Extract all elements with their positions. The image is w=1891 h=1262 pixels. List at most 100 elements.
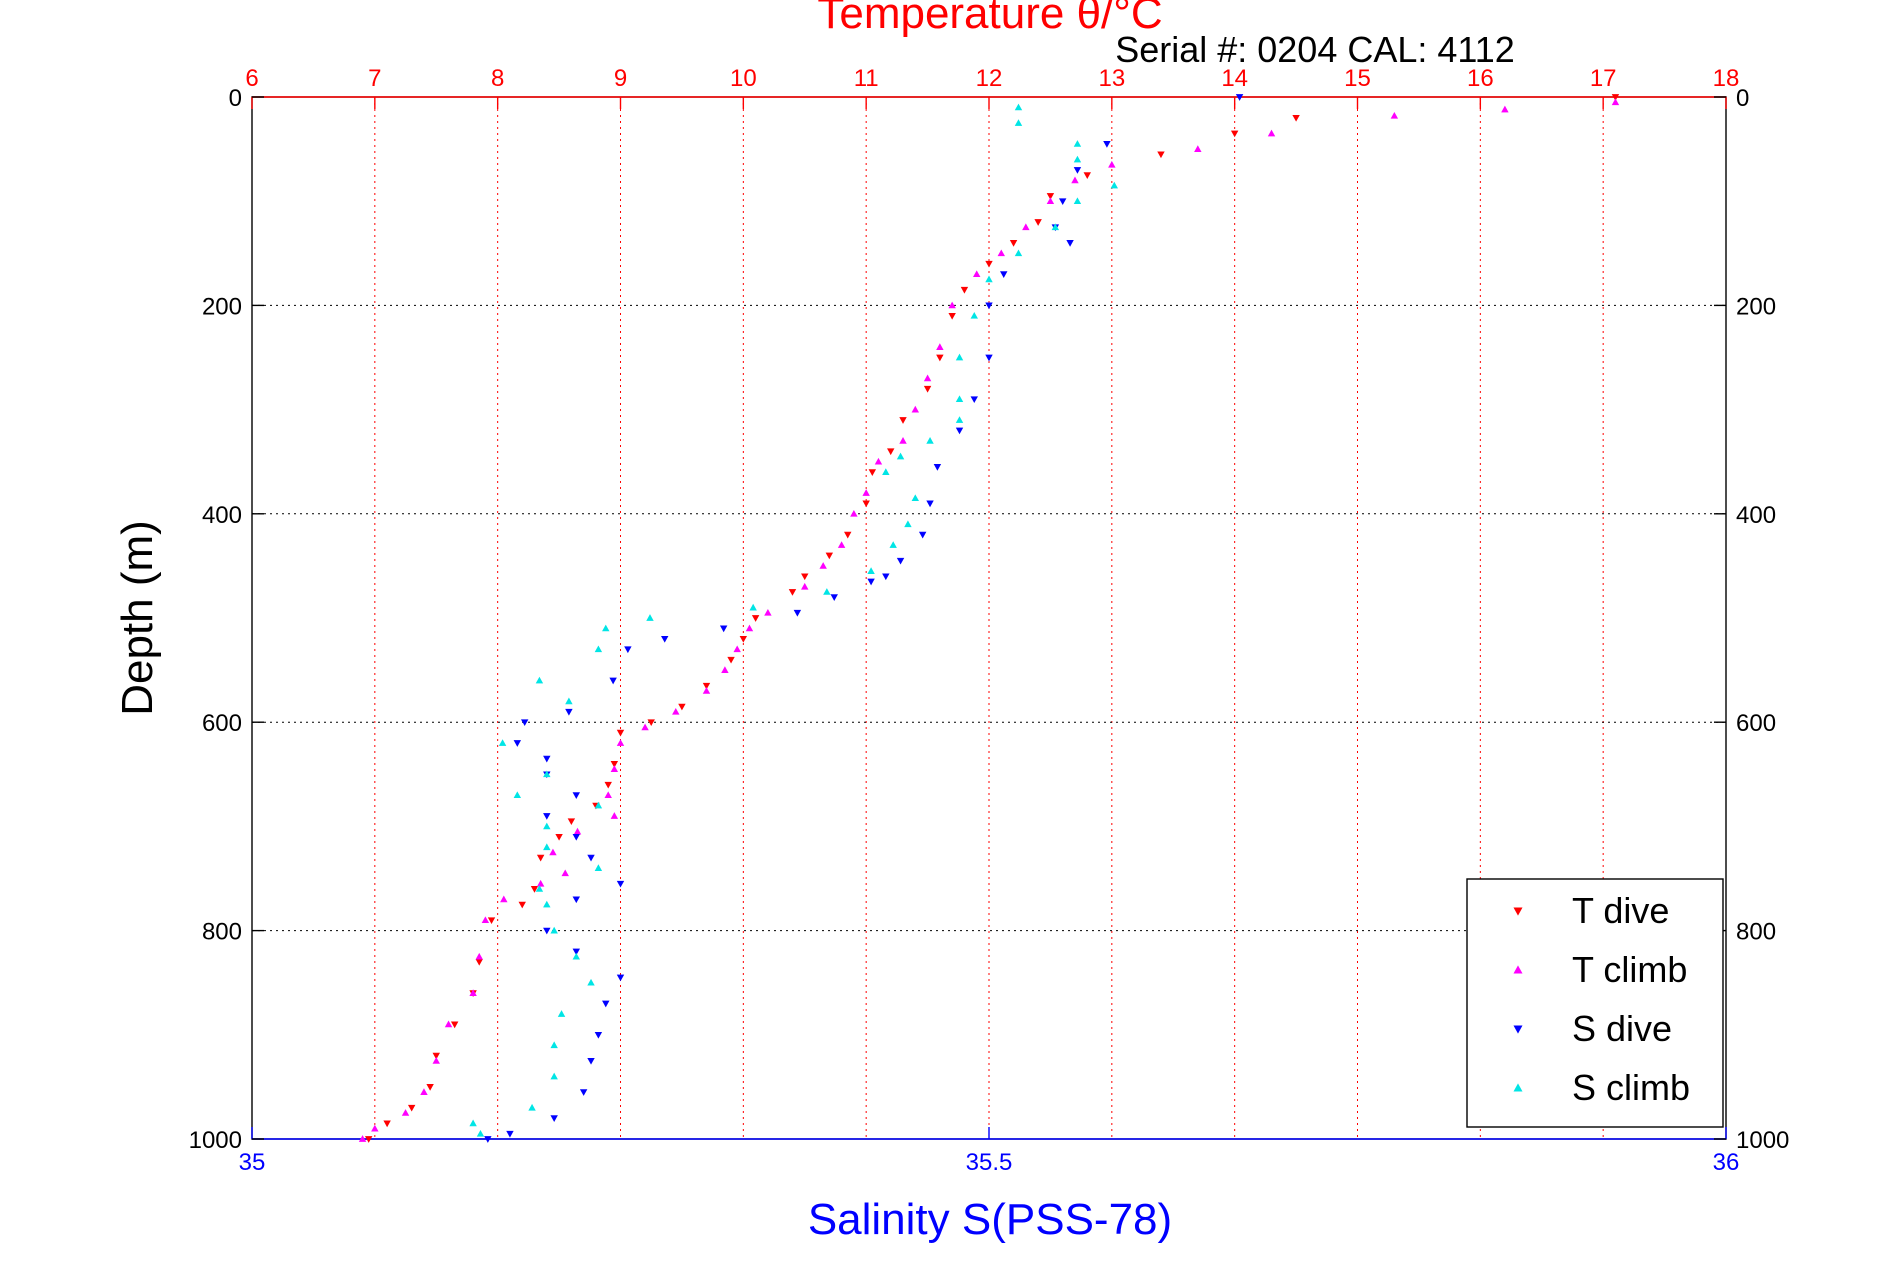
top-axis-temperature: 6 7 8 9 10 11 12 13 14 15 16 17 18: [245, 65, 1739, 109]
data-point-t-climb: [1390, 111, 1399, 119]
data-point-t-climb: [899, 437, 907, 444]
data-point-t-climb: [641, 723, 649, 731]
data-point-s-dive: [602, 1000, 610, 1008]
data-point-s-climb: [594, 864, 603, 871]
data-point-s-dive: [970, 396, 978, 403]
data-point-t-climb: [672, 707, 680, 715]
tick-label-salinity: 36: [1713, 1149, 1740, 1176]
tick-label-depth-right: 400: [1736, 502, 1776, 529]
data-point-t-dive: [702, 682, 711, 690]
data-point-s-climb: [550, 1041, 558, 1049]
tick-label-salinity: 35.5: [966, 1149, 1013, 1176]
data-point-s-climb: [476, 1129, 485, 1137]
data-point-t-dive: [751, 615, 760, 622]
legend-label-s-dive: S dive: [1572, 1008, 1672, 1049]
data-point-s-dive: [587, 1057, 595, 1065]
data-point-s-dive: [1058, 198, 1067, 206]
data-point-s-dive: [1073, 167, 1082, 174]
data-point-t-climb: [862, 489, 870, 496]
data-series: [358, 94, 1620, 1143]
data-point-s-climb: [557, 1010, 566, 1017]
data-point-s-dive: [1000, 271, 1008, 278]
data-point-s-climb: [498, 739, 507, 746]
data-point-s-climb: [513, 791, 522, 798]
data-point-t-dive: [475, 959, 483, 966]
data-point-t-dive: [487, 917, 496, 924]
data-point-t-dive: [923, 385, 932, 393]
data-point-s-climb: [911, 494, 920, 502]
vertical-gridlines: [374, 97, 1604, 1139]
tick-label-depth-right: 200: [1736, 293, 1776, 320]
data-point-s-dive: [624, 646, 632, 654]
data-point-s-climb: [1014, 103, 1023, 111]
data-point-t-dive: [616, 729, 625, 737]
data-point-s-dive: [985, 302, 993, 310]
data-point-s-dive: [1103, 141, 1111, 148]
data-point-t-climb: [610, 765, 619, 772]
data-point-t-climb: [801, 582, 809, 590]
data-point-t-climb: [475, 952, 483, 960]
data-point-t-dive: [788, 589, 797, 596]
data-point-s-climb: [955, 353, 964, 361]
data-point-s-climb: [543, 822, 551, 830]
data-point-s-climb: [1014, 249, 1023, 257]
data-point-t-dive: [1611, 94, 1620, 101]
data-point-s-dive: [587, 854, 595, 862]
data-point-t-climb: [432, 1057, 440, 1064]
data-point-t-climb: [1611, 98, 1620, 106]
data-point-s-dive: [572, 896, 580, 904]
tick-label-depth-right: 1000: [1736, 1127, 1789, 1154]
data-point-s-climb: [646, 614, 654, 621]
data-point-t-climb: [561, 869, 569, 877]
data-point-t-dive: [518, 901, 526, 909]
tick-label-temperature: 6: [245, 65, 258, 92]
data-point-s-climb: [1073, 197, 1082, 205]
data-point-t-dive: [432, 1052, 440, 1060]
data-point-s-climb: [565, 697, 573, 705]
data-point-s-dive: [572, 833, 580, 841]
tick-label-temperature: 9: [614, 65, 627, 92]
data-point-t-climb: [401, 1109, 410, 1116]
data-point-s-dive: [506, 1130, 514, 1138]
tick-label-depth-right: 800: [1736, 919, 1776, 946]
data-point-t-dive: [868, 469, 877, 476]
data-point-t-dive: [407, 1104, 416, 1112]
data-point-s-dive: [882, 573, 890, 581]
data-point-s-dive: [955, 427, 964, 435]
data-point-s-dive: [933, 464, 942, 471]
data-point-s-dive: [572, 948, 580, 956]
data-point-s-climb: [469, 1119, 477, 1127]
left-axis-depth: 0 200 400 600 800 1000: [189, 85, 264, 1154]
chart-subtitle: Serial #: 0204 CAL: 4112: [1115, 29, 1515, 70]
data-point-s-climb: [1073, 155, 1082, 163]
data-point-s-dive: [550, 1115, 558, 1122]
data-point-s-dive: [867, 578, 875, 586]
data-point-s-climb: [543, 770, 551, 778]
data-point-s-dive: [985, 354, 993, 362]
right-axis-depth: 0 200 400 600 800 1000: [1714, 85, 1789, 1154]
data-point-t-climb: [371, 1124, 379, 1132]
data-point-t-dive: [844, 531, 852, 539]
tick-label-temperature: 16: [1467, 65, 1494, 92]
data-point-t-dive: [1046, 193, 1055, 200]
tick-label-temperature: 15: [1344, 65, 1371, 92]
tick-label-depth-left: 200: [202, 293, 242, 320]
tick-label-depth-right: 0: [1736, 85, 1749, 112]
data-point-t-dive: [1034, 219, 1042, 226]
data-point-t-dive: [426, 1084, 434, 1091]
data-point-t-climb: [997, 249, 1005, 257]
data-point-t-climb: [481, 916, 490, 924]
data-point-t-climb: [819, 562, 827, 569]
data-point-t-dive: [555, 833, 563, 841]
data-point-t-dive: [647, 719, 655, 727]
tick-label-temperature: 12: [976, 65, 1003, 92]
data-point-s-dive: [543, 927, 551, 935]
data-point-s-dive: [719, 625, 728, 633]
data-point-t-climb: [733, 645, 741, 653]
data-point-t-dive: [604, 781, 612, 789]
data-point-t-dive: [739, 635, 748, 643]
data-point-s-dive: [513, 740, 522, 747]
legend-label-t-dive: T dive: [1572, 890, 1669, 931]
data-point-s-dive: [594, 1031, 603, 1039]
data-point-t-climb: [1071, 176, 1079, 184]
